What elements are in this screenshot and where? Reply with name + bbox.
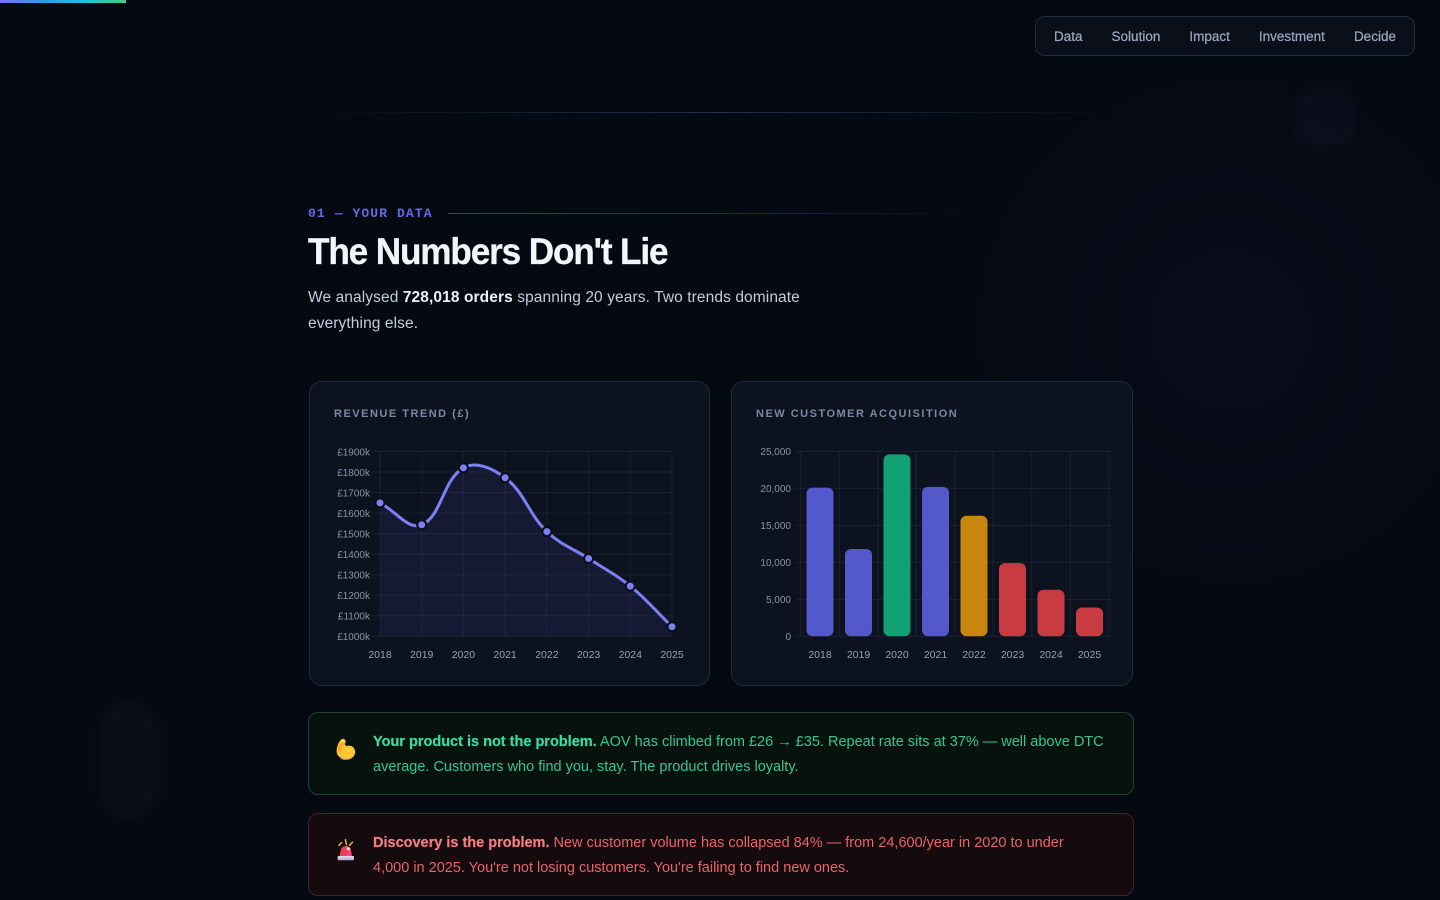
svg-text:2019: 2019 [410,649,434,661]
svg-text:£1400k: £1400k [337,550,371,561]
svg-text:£1300k: £1300k [337,571,371,582]
svg-text:£1100k: £1100k [338,612,371,623]
svg-text:£1500k: £1500k [337,530,371,541]
svg-text:0: 0 [785,632,791,643]
svg-text:£1000k: £1000k [337,632,371,643]
svg-text:25,000: 25,000 [760,447,791,458]
svg-text:2018: 2018 [368,649,392,661]
svg-text:10,000: 10,000 [760,558,791,569]
svg-text:£1200k: £1200k [337,591,371,602]
svg-text:£1600k: £1600k [337,509,371,520]
svg-text:2022: 2022 [535,649,559,661]
svg-text:2021: 2021 [924,649,948,661]
svg-text:2025: 2025 [1078,649,1102,661]
svg-text:2018: 2018 [808,649,832,661]
svg-text:2024: 2024 [1039,649,1063,661]
svg-text:£1900k: £1900k [337,448,371,459]
svg-text:2021: 2021 [493,649,517,661]
svg-text:2023: 2023 [1001,649,1025,661]
svg-text:20,000: 20,000 [760,484,791,495]
svg-text:15,000: 15,000 [760,521,791,532]
svg-text:2020: 2020 [885,649,909,661]
svg-text:2020: 2020 [452,649,476,661]
svg-text:2022: 2022 [962,649,986,661]
svg-text:£1800k: £1800k [337,468,371,479]
svg-text:£1700k: £1700k [337,489,371,500]
svg-text:2025: 2025 [660,649,684,661]
svg-text:2019: 2019 [847,649,871,661]
svg-text:2024: 2024 [619,649,643,661]
svg-text:2023: 2023 [577,649,601,661]
svg-text:5,000: 5,000 [766,595,791,606]
